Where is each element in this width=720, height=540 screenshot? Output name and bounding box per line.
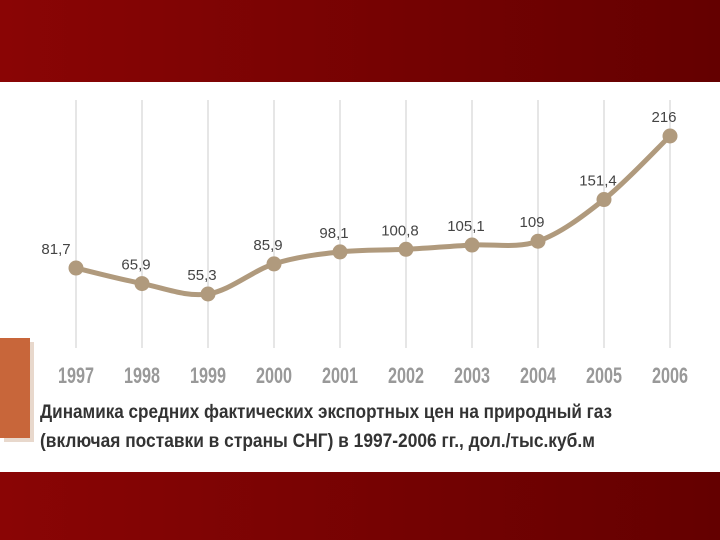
marker	[266, 256, 282, 272]
x-tick-label: 2000	[256, 363, 292, 388]
value-label: 65,9	[121, 257, 150, 274]
value-label: 81,7	[41, 241, 70, 258]
value-label: 55,3	[187, 267, 216, 284]
x-tick-label: 2002	[388, 363, 424, 388]
caption-line: (включая поставки в страны СНГ) в 1997-2…	[40, 431, 595, 452]
marker	[398, 241, 414, 257]
marker	[530, 233, 546, 249]
marker	[662, 128, 678, 144]
top-band	[0, 0, 720, 82]
x-tick-label: 2003	[454, 363, 490, 388]
x-tick-label: 1997	[58, 363, 94, 388]
x-tick-label: 2004	[520, 363, 557, 388]
marker	[596, 192, 612, 208]
marker	[134, 276, 150, 292]
line	[75, 134, 672, 298]
marker	[464, 237, 480, 253]
accent-square	[0, 338, 30, 438]
value-label: 100,8	[381, 222, 419, 239]
x-tick-label: 2005	[586, 363, 622, 388]
caption-line: Динамика средних фактических экспортных …	[40, 402, 612, 423]
value-label: 151,4	[579, 173, 617, 190]
marker	[332, 244, 348, 260]
value-label: 109	[519, 214, 544, 231]
value-label: 98,1	[319, 225, 348, 242]
x-tick-label: 2006	[652, 363, 688, 388]
value-label: 216	[651, 109, 676, 126]
x-tick-label: 2001	[322, 363, 358, 388]
value-label: 85,9	[253, 237, 282, 254]
value-label: 105,1	[447, 218, 485, 235]
x-tick-label: 1998	[124, 363, 160, 388]
marker	[68, 260, 84, 276]
bottom-band	[0, 472, 720, 540]
x-tick-label: 1999	[190, 363, 226, 388]
marker	[200, 286, 216, 302]
